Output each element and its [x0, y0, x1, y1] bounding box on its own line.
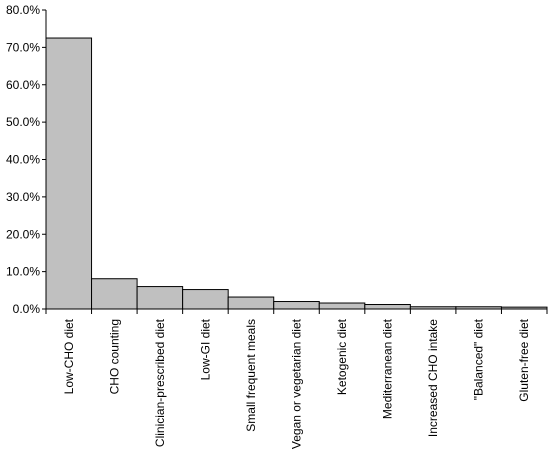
x-category-label: Low-GI diet	[198, 318, 212, 380]
bar	[273, 301, 320, 310]
bar	[182, 289, 229, 310]
x-category-label: CHO counting	[107, 319, 121, 394]
y-tick-label: 60.0%	[6, 78, 40, 92]
y-tick-label: 0.0%	[13, 302, 41, 316]
bar	[45, 37, 93, 310]
x-category-label: Increased CHO intake	[426, 319, 440, 437]
bar	[91, 278, 138, 310]
bar	[364, 304, 411, 310]
y-tick-label: 20.0%	[6, 227, 40, 241]
bar	[136, 286, 184, 310]
y-tick-label: 10.0%	[6, 265, 40, 279]
x-category-label: Ketogenic diet	[335, 318, 349, 395]
x-category-label: Gluten-free diet	[517, 318, 531, 401]
y-tick-label: 70.0%	[6, 40, 40, 54]
x-category-label: Vegan or vegetarian diet	[290, 318, 304, 449]
x-category-label: "Balanced" diet	[472, 318, 486, 400]
x-category-label: Clinician-prescribed diet	[153, 318, 167, 447]
y-tick-label: 30.0%	[6, 190, 40, 204]
x-axis: Low-CHO diet CHO counting Clinician-prescr…	[45, 308, 548, 449]
y-tick-label: 50.0%	[6, 115, 40, 129]
y-tick-label: 80.0%	[6, 3, 40, 17]
x-category-label: Small frequent meals	[244, 319, 258, 432]
y-tick-label: 40.0%	[6, 153, 40, 167]
x-category-label: Mediterranean diet	[381, 318, 395, 419]
x-category-label: Low-CHO diet	[62, 318, 76, 394]
bars	[45, 37, 548, 310]
y-axis: 0.0% 10.0% 20.0% 30.0% 40.0% 50.0% 60.0% 70.0% 8…	[6, 3, 47, 316]
bar	[318, 302, 366, 310]
bar	[227, 296, 275, 310]
